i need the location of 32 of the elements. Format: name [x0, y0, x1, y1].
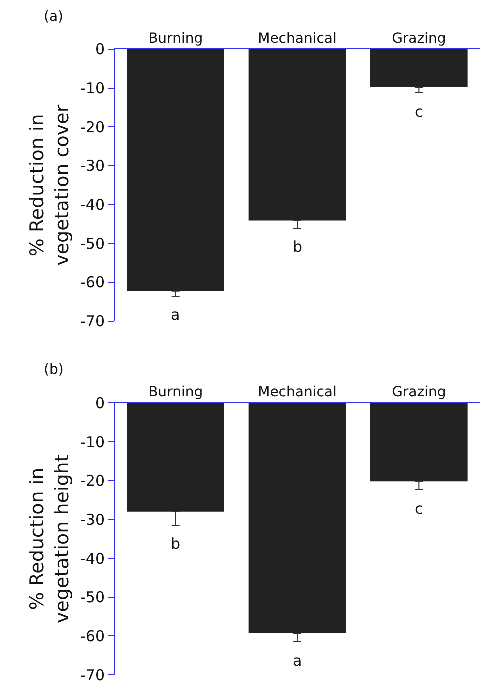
annotation: b	[293, 238, 303, 256]
y-tick-label: -70	[80, 666, 105, 684]
chart-title: (b)	[44, 362, 64, 378]
x-tick-label: Burning	[148, 30, 204, 47]
y-tick-label: -20	[80, 118, 105, 136]
y-tick-label: -60	[80, 274, 105, 292]
annotation: c	[415, 103, 424, 121]
annotation: a	[293, 652, 302, 670]
y-tick-label: -40	[80, 196, 105, 214]
y-tick-label: -50	[80, 234, 105, 253]
x-tick-label: Burning	[148, 384, 204, 401]
annotation: a	[171, 306, 180, 324]
chart-title: (a)	[44, 9, 64, 25]
y-tick-label: -20	[80, 472, 105, 490]
annotation: c	[415, 500, 424, 518]
x-tick-label: Grazing	[392, 30, 446, 47]
y-axis-title: % Reduction in vegetation cover	[26, 104, 74, 266]
y-tick-label: -40	[80, 550, 105, 568]
x-tick-label: Grazing	[392, 384, 446, 401]
y-tick-label: 0	[95, 40, 105, 59]
y-tick-label: -30	[80, 157, 105, 176]
y-tick-label: -60	[80, 627, 105, 646]
y-tick-label: 0	[95, 394, 105, 412]
x-tick-label: Mechanical	[258, 384, 337, 401]
annotation: b	[171, 535, 181, 553]
y-axis-title: % Reduction in vegetation height	[26, 454, 74, 624]
y-tick-label: -70	[80, 312, 105, 331]
y-tick-label: -30	[80, 510, 105, 529]
y-tick-label: -50	[80, 588, 105, 607]
y-tick-label: -10	[80, 80, 105, 98]
x-tick-label: Mechanical	[258, 30, 337, 47]
y-tick-label: -10	[80, 433, 105, 452]
